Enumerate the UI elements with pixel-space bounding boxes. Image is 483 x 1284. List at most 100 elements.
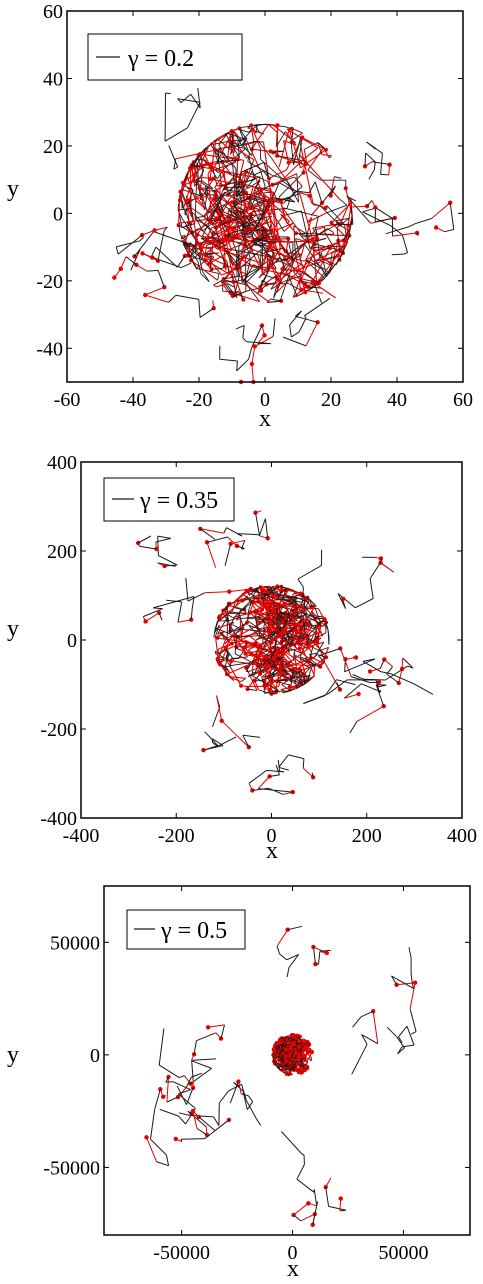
- walk-segment: [218, 147, 228, 164]
- walk-segment: [288, 954, 300, 968]
- walk-segment: [210, 745, 224, 749]
- walk-segment: [408, 947, 412, 958]
- walk-segment: [307, 625, 316, 631]
- walk-segment: [236, 171, 243, 197]
- walk-segment: [380, 153, 383, 175]
- walk-segment: [293, 1214, 302, 1222]
- walk-segment: [303, 693, 329, 704]
- walk-segment: [378, 684, 387, 688]
- jump-segment: [200, 253, 248, 276]
- walk-segment: [297, 618, 304, 623]
- walk-segment: [262, 170, 269, 178]
- jump-segment: [273, 602, 281, 612]
- x-tick-label: 40: [387, 389, 407, 411]
- walk-segment: [317, 228, 328, 236]
- jump-segment: [276, 929, 289, 947]
- walk-segment: [230, 239, 246, 247]
- walk-segment: [251, 587, 259, 598]
- walk-segment: [241, 224, 247, 244]
- jump-segment: [300, 149, 327, 169]
- walk-segment: [315, 654, 318, 657]
- jump-segment: [218, 643, 233, 654]
- walk-segment: [182, 241, 197, 250]
- jump-segment: [182, 182, 203, 205]
- walk-segment: [222, 281, 232, 293]
- walk-segment: [444, 229, 454, 233]
- walk-segment: [239, 128, 247, 140]
- walk-segment: [218, 133, 228, 146]
- walk-segment: [228, 143, 246, 150]
- jump-segment: [265, 656, 285, 666]
- walk-segment: [213, 1116, 220, 1126]
- walk-segment: [179, 1075, 185, 1079]
- walk-segment: [252, 208, 287, 212]
- walk-segment: [143, 608, 163, 618]
- walk-segment: [328, 1205, 346, 1211]
- jump-segment: [270, 648, 275, 660]
- walk-segment: [209, 230, 214, 239]
- jump-segment: [275, 661, 285, 669]
- jump-segment: [311, 601, 317, 607]
- walk-segment: [326, 228, 334, 233]
- walk-segment: [190, 210, 211, 231]
- jump-segment: [214, 198, 225, 243]
- trajectory-layer: [135, 510, 434, 795]
- jump-segment: [293, 1202, 309, 1216]
- jump-segment: [295, 129, 303, 134]
- jump-segment: [268, 169, 287, 179]
- jump-endpoint: [112, 275, 117, 280]
- jump-segment: [288, 589, 301, 595]
- walk-segment: [157, 535, 171, 539]
- walk-segment: [242, 734, 261, 738]
- walk-segment: [350, 206, 354, 225]
- jump-segment: [145, 294, 169, 303]
- y-tick-label: -40: [36, 338, 63, 360]
- walk-segment: [351, 218, 353, 225]
- walk-segment: [277, 1066, 281, 1071]
- walk-segment: [271, 620, 282, 632]
- walk-segment: [318, 951, 321, 965]
- jump-segment: [266, 202, 276, 244]
- walk-segment: [248, 124, 260, 133]
- jump-segment: [273, 588, 291, 591]
- walk-segment: [253, 170, 264, 176]
- walk-segment: [410, 973, 413, 985]
- walk-segment: [304, 606, 316, 620]
- walk-segment: [180, 262, 192, 269]
- walk-segment: [286, 628, 290, 641]
- walk-segment: [224, 649, 229, 652]
- walk-segment: [276, 591, 279, 594]
- jump-segment: [191, 165, 196, 186]
- walk-segment: [187, 101, 201, 129]
- walk-segment: [306, 1067, 308, 1069]
- walk-segment: [398, 1036, 403, 1043]
- jump-segment: [200, 528, 224, 534]
- walk-segment: [235, 262, 240, 277]
- walk-segment: [280, 622, 299, 644]
- walk-segment: [285, 1066, 289, 1071]
- y-axis-label: y: [7, 176, 19, 202]
- walk-segment: [397, 1047, 405, 1055]
- jump-segment: [193, 162, 203, 197]
- walk-segment: [414, 218, 432, 225]
- jump-segment: [284, 1045, 286, 1050]
- jump-segment: [259, 623, 277, 638]
- jump-segment: [226, 209, 230, 230]
- walk-segment: [349, 721, 358, 734]
- walk-segment: [194, 170, 204, 187]
- jump-segment: [263, 627, 266, 632]
- walk-segment: [232, 600, 236, 612]
- walk-segment: [313, 632, 327, 640]
- walk-segment: [408, 223, 416, 228]
- walk-segment: [247, 611, 249, 620]
- walk-segment: [278, 754, 289, 768]
- jump-segment: [186, 174, 197, 203]
- jump-segment: [246, 186, 254, 214]
- jump-segment: [315, 226, 325, 231]
- walk-segment: [198, 299, 201, 318]
- walk-segment: [288, 1065, 290, 1070]
- jump-segment: [192, 1110, 198, 1129]
- y-tick-label: 0: [67, 630, 77, 652]
- jump-segment: [296, 637, 316, 677]
- walk-segment: [241, 161, 265, 173]
